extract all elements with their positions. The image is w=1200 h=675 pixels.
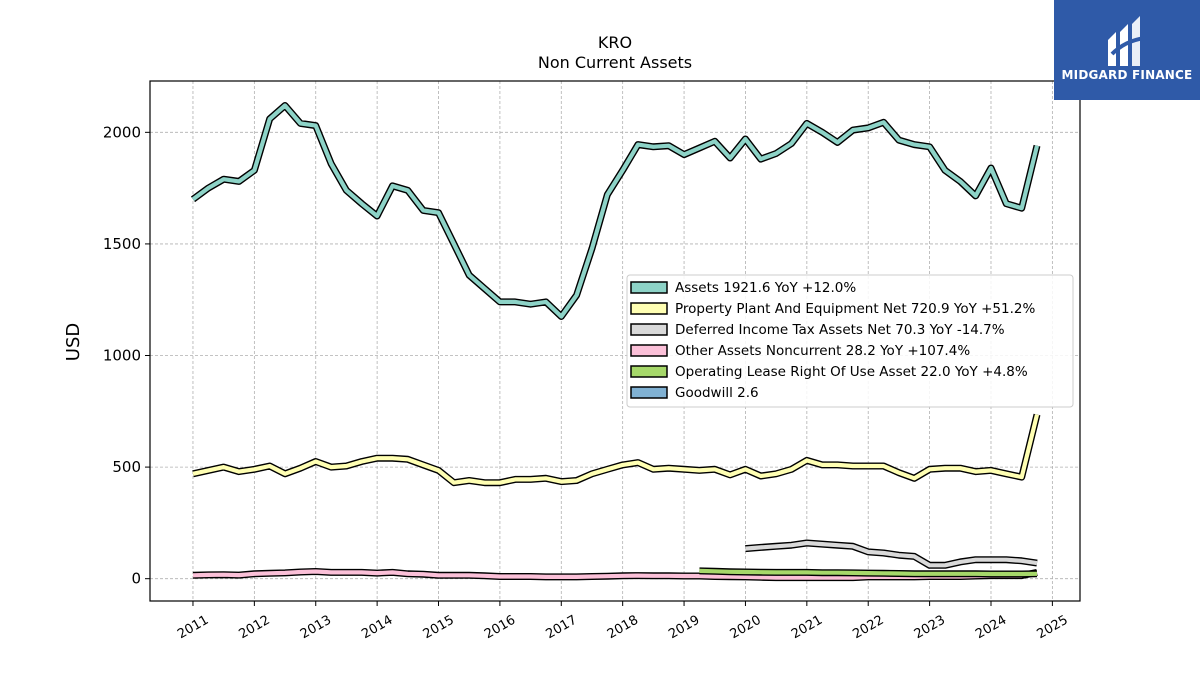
logo-text: MIDGARD FINANCE <box>1061 68 1193 82</box>
series-line-deferred-income-tax-assets-net <box>745 540 1038 568</box>
legend-swatch-operating-lease-right-of-use-asset <box>630 365 668 378</box>
plot-area <box>190 102 1041 582</box>
legend-label-goodwill: Goodwill 2.6 <box>675 385 759 401</box>
series-outline-property-plant-and-equipment-net <box>192 413 1041 487</box>
x-tick-label: 2018 <box>605 613 641 643</box>
legend: Assets 1921.6 YoY +12.0% Property Plant A… <box>626 274 1074 408</box>
chart-subtitle: Non Current Assets <box>538 53 692 72</box>
x-tick-label: 2021 <box>789 613 825 643</box>
plot-frame <box>149 80 1081 602</box>
x-tick-label: 2014 <box>359 613 395 643</box>
x-tick-label: 2020 <box>728 613 764 643</box>
series-line-property-plant-and-equipment-net <box>192 414 1040 485</box>
legend-swatch-property-plant-and-equipment-net <box>630 302 668 315</box>
x-tick-label: 2013 <box>298 613 334 643</box>
legend-swatch-other-assets-noncurrent <box>630 344 668 357</box>
x-tick-label: 2022 <box>850 613 886 643</box>
legend-box <box>626 274 1074 408</box>
legend-swatch-goodwill <box>630 386 668 399</box>
x-tick-label: 2015 <box>421 613 457 643</box>
legend-label-assets: Assets 1921.6 YoY +12.0% <box>675 280 856 296</box>
y-tick-label: 2000 <box>103 123 141 141</box>
x-tick-label: 2016 <box>482 613 518 643</box>
y-axis-label: USD <box>63 323 84 361</box>
x-tick-label: 2019 <box>666 613 702 643</box>
chart-title: KRO <box>598 33 632 52</box>
legend-swatch-deferred-income-tax-assets-net <box>630 323 668 336</box>
x-tick-label: 2024 <box>973 613 1009 643</box>
legend-label-property-plant-and-equipment-net: Property Plant And Equipment Net 720.9 Y… <box>675 301 1035 317</box>
legend-label-deferred-income-tax-assets-net: Deferred Income Tax Assets Net 70.3 YoY … <box>675 322 1005 338</box>
series-line-assets <box>191 103 1040 319</box>
x-tick-label: 2017 <box>543 613 579 643</box>
logo-mark-icon <box>1108 16 1147 66</box>
y-tick-label: 0 <box>131 570 141 588</box>
y-tick-label: 1500 <box>103 235 141 253</box>
x-tick-label: 2011 <box>175 613 211 643</box>
y-tick-label: 500 <box>112 458 141 476</box>
series-line-operating-lease-right-of-use-asset <box>699 568 1038 577</box>
brand-logo: MIDGARD FINANCE <box>1054 0 1200 100</box>
y-tick-label: 1000 <box>103 347 141 365</box>
legend-swatch-assets <box>630 281 668 294</box>
x-tick-label: 2023 <box>912 613 948 643</box>
x-tick-label: 2012 <box>237 613 273 643</box>
legend-label-other-assets-noncurrent: Other Assets Noncurrent 28.2 YoY +107.4% <box>675 343 970 359</box>
x-tick-label: 2025 <box>1035 613 1071 643</box>
legend-label-operating-lease-right-of-use-asset: Operating Lease Right Of Use Asset 22.0 … <box>675 364 1028 380</box>
